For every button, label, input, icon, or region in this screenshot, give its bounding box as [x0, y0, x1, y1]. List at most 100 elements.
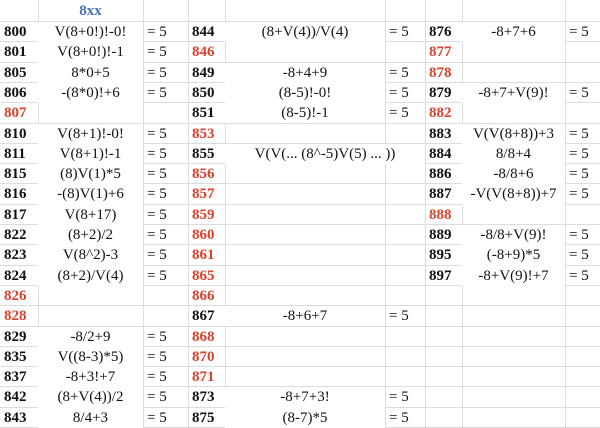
row-number: 850 — [192, 84, 215, 101]
row-number: 810 — [4, 125, 27, 142]
row-number: 873 — [192, 389, 215, 406]
grid-line — [0, 244, 600, 246]
grid-line — [0, 142, 600, 144]
expression: (8+V(4))/V(4) — [225, 22, 385, 43]
row-number: 829 — [4, 328, 27, 345]
grid-line — [0, 386, 600, 388]
row-number: 851 — [192, 105, 215, 122]
row-number: 884 — [429, 145, 452, 162]
expression: -(8*0)!+6 — [38, 82, 143, 104]
result: = 5 — [389, 389, 409, 406]
result: = 5 — [147, 186, 167, 203]
grid-line — [143, 0, 144, 428]
result: = 5 — [147, 389, 167, 406]
row-number: 883 — [429, 125, 452, 142]
grid-line — [565, 0, 566, 428]
grid-line — [0, 345, 600, 347]
result: = 5 — [147, 206, 167, 223]
result: = 5 — [569, 227, 589, 243]
result: = 5 — [147, 369, 167, 386]
result: = 5 — [389, 24, 409, 40]
row-number: 855 — [192, 145, 215, 162]
row-number: 849 — [192, 64, 215, 81]
row-number: 816 — [4, 186, 27, 203]
header-title: 8xx — [79, 3, 102, 19]
row-number: 879 — [429, 84, 452, 101]
row-number: 826 — [4, 287, 27, 304]
expression: (8-5)!-0! — [225, 82, 385, 104]
expression: (8+2)/2 — [38, 225, 143, 246]
row-number: 871 — [192, 369, 215, 386]
result: = 5 — [147, 267, 167, 284]
row-number: 876 — [429, 24, 452, 40]
expression: V(8^2)-3 — [38, 245, 143, 266]
result: = 5 — [147, 64, 167, 81]
row-number: 865 — [192, 267, 215, 284]
result: = 5 — [389, 105, 409, 122]
row-number: 815 — [4, 166, 27, 183]
row-number: 856 — [192, 166, 215, 183]
result: = 5 — [147, 166, 167, 183]
row-number: 805 — [4, 64, 27, 81]
result: = 5 — [389, 84, 409, 101]
expression: (8+V(4))/2 — [38, 387, 143, 408]
result: = 5 — [147, 44, 167, 61]
row-number: 822 — [4, 227, 27, 243]
result: = 5 — [569, 84, 589, 101]
expression: V(8+1)!-1 — [38, 143, 143, 165]
expression: -V(V(8+8))+7 — [462, 184, 565, 205]
row-number: 835 — [4, 348, 27, 365]
grid-line — [0, 21, 600, 22]
expression: V(8+17) — [38, 204, 143, 225]
expression: -8+7+V(9)! — [462, 82, 565, 104]
expression: -(8)V(1)+6 — [38, 184, 143, 205]
expression: V(V(... (8^-5)V(5) ... )) — [225, 143, 425, 165]
row-number: 866 — [192, 287, 215, 304]
row-number: 895 — [429, 247, 452, 264]
grid-line — [0, 61, 600, 63]
expression: V((8-3)*5) — [38, 346, 143, 368]
expression: -8+6+7 — [225, 306, 385, 327]
expression: -8+3!+7 — [38, 367, 143, 388]
row-number: 882 — [429, 105, 452, 122]
result: = 5 — [147, 247, 167, 264]
result: = 5 — [569, 267, 589, 284]
grid-line — [0, 264, 600, 266]
result: = 5 — [147, 409, 167, 426]
result: = 5 — [147, 145, 167, 162]
row-number: 853 — [192, 125, 215, 142]
row-number: 800 — [4, 24, 27, 40]
result: = 5 — [147, 24, 167, 40]
result: = 5 — [389, 308, 409, 325]
grid-line — [385, 0, 386, 428]
row-number: 807 — [4, 105, 27, 122]
expression: V(8+0!)!-1 — [38, 42, 143, 63]
row-number: 837 — [4, 369, 27, 386]
row-number: 823 — [4, 247, 27, 264]
row-number: 824 — [4, 267, 27, 284]
result: = 5 — [147, 227, 167, 243]
expression: (8-7)*5 — [225, 407, 385, 428]
result: = 5 — [147, 84, 167, 101]
result: = 5 — [569, 145, 589, 162]
grid-line — [0, 284, 600, 286]
result: = 5 — [147, 348, 167, 365]
result: = 5 — [569, 24, 589, 40]
grid-line — [0, 224, 600, 225]
expression: -8/8+V(9)! — [462, 225, 565, 246]
row-number: 859 — [192, 206, 215, 223]
row-number: 861 — [192, 247, 215, 264]
row-number: 868 — [192, 328, 215, 345]
result: = 5 — [389, 409, 409, 426]
result: = 5 — [147, 125, 167, 142]
row-number: 887 — [429, 186, 452, 203]
result: = 5 — [147, 328, 167, 345]
expression: V(8+0!)!-0! — [38, 22, 143, 43]
expression: -8+4+9 — [225, 62, 385, 83]
result: = 5 — [569, 125, 589, 142]
row-number: 877 — [429, 44, 452, 61]
row-number: 889 — [429, 227, 452, 243]
expression: -8+7+6 — [462, 22, 565, 43]
expression: 8*0+5 — [38, 62, 143, 83]
